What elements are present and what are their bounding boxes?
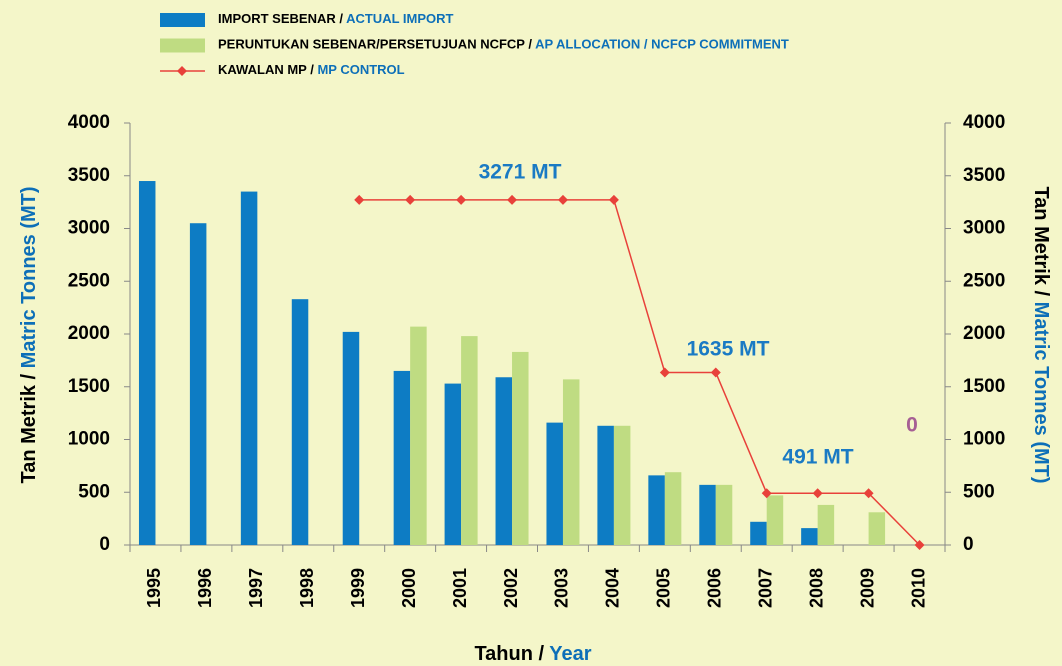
legend-label: PERUNTUKAN SEBENAR/PERSETUJUAN NCFCP / A…: [218, 37, 789, 52]
bar: [562, 379, 580, 545]
x-tick-label: 2009: [857, 568, 877, 608]
x-tick-label: 1999: [348, 568, 368, 608]
bar: [291, 299, 309, 545]
annotation: 3271 MT: [479, 161, 562, 184]
bar: [495, 377, 513, 545]
x-axis-title: Tahun / Year: [474, 643, 591, 665]
x-tick-label: 1995: [144, 568, 164, 608]
x-tick-label: 2001: [450, 568, 470, 608]
bar: [597, 425, 614, 545]
bar: [189, 223, 207, 545]
marker: [557, 194, 568, 205]
x-tick-label: 1997: [246, 568, 266, 608]
y-tick-label: 1500: [68, 376, 110, 397]
y-axis-title: Tan Metrik / Matric Tonnes (MT): [18, 186, 40, 483]
marker: [507, 194, 518, 205]
marker: [812, 488, 823, 499]
x-tick-label: 2005: [654, 568, 674, 608]
bar: [410, 326, 427, 545]
y2-tick-label: 1000: [963, 429, 1005, 450]
legend-label: IMPORT SEBENAR / ACTUAL IMPORT: [218, 11, 454, 26]
bar: [613, 425, 631, 545]
marker: [710, 367, 721, 378]
bar: [393, 370, 411, 545]
x-tick-label: 1998: [297, 568, 317, 608]
bar: [699, 484, 716, 545]
y-tick-label: 2500: [68, 270, 110, 291]
marker: [405, 194, 416, 205]
legend-label: KAWALAN MP / MP CONTROL: [218, 62, 405, 77]
bar: [750, 521, 767, 545]
annotation: 1635 MT: [687, 338, 770, 361]
y2-tick-label: 2500: [963, 270, 1005, 291]
y-tick-label: 1000: [68, 429, 110, 450]
legend-swatch: [160, 13, 205, 27]
bar: [664, 472, 682, 545]
marker: [863, 488, 874, 499]
legend-swatch: [160, 38, 205, 53]
bar: [868, 512, 886, 545]
bar: [138, 181, 156, 545]
bar: [444, 383, 462, 545]
x-tick-label: 2000: [399, 568, 419, 608]
y2-axis-title: Tan Metrik / Matric Tonnes (MT): [1030, 186, 1052, 483]
y-tick-label: 0: [99, 534, 110, 555]
x-tick-label: 2007: [755, 568, 775, 608]
bar: [715, 484, 733, 545]
x-tick-label: 2003: [552, 568, 572, 608]
marker: [914, 540, 925, 550]
x-tick-label: 2008: [806, 568, 826, 608]
bar: [342, 331, 360, 545]
y2-tick-label: 2000: [963, 323, 1005, 344]
bar: [461, 336, 478, 545]
bar: [546, 422, 563, 545]
x-tick-label: 2006: [705, 568, 725, 608]
marker: [456, 194, 467, 205]
bar: [648, 475, 665, 545]
annotation: 0: [906, 414, 918, 437]
x-tick-label: 2010: [908, 568, 928, 608]
marker: [354, 194, 365, 205]
bar: [801, 528, 818, 545]
legend-marker: [177, 66, 187, 76]
y2-tick-label: 500: [963, 481, 995, 502]
y-tick-label: 4000: [68, 112, 110, 133]
bar: [512, 351, 529, 545]
y2-tick-label: 3000: [963, 218, 1005, 239]
y2-tick-label: 4000: [963, 112, 1005, 133]
x-tick-label: 2004: [603, 568, 623, 608]
marker: [761, 488, 772, 499]
y-tick-label: 2000: [68, 323, 110, 344]
annotation: 491 MT: [782, 446, 853, 469]
marker: [608, 194, 619, 205]
y2-tick-label: 1500: [963, 376, 1005, 397]
x-tick-label: 1996: [195, 568, 215, 608]
y-tick-label: 3000: [68, 218, 110, 239]
bar: [240, 191, 258, 545]
bar: [817, 504, 835, 545]
line: [359, 199, 921, 546]
marker: [659, 367, 670, 378]
y-tick-label: 500: [78, 481, 110, 502]
y2-tick-label: 3500: [963, 165, 1005, 186]
y-tick-label: 3500: [68, 165, 110, 186]
x-tick-label: 2002: [501, 568, 521, 608]
bar: [766, 495, 784, 545]
y2-tick-label: 0: [963, 534, 974, 555]
